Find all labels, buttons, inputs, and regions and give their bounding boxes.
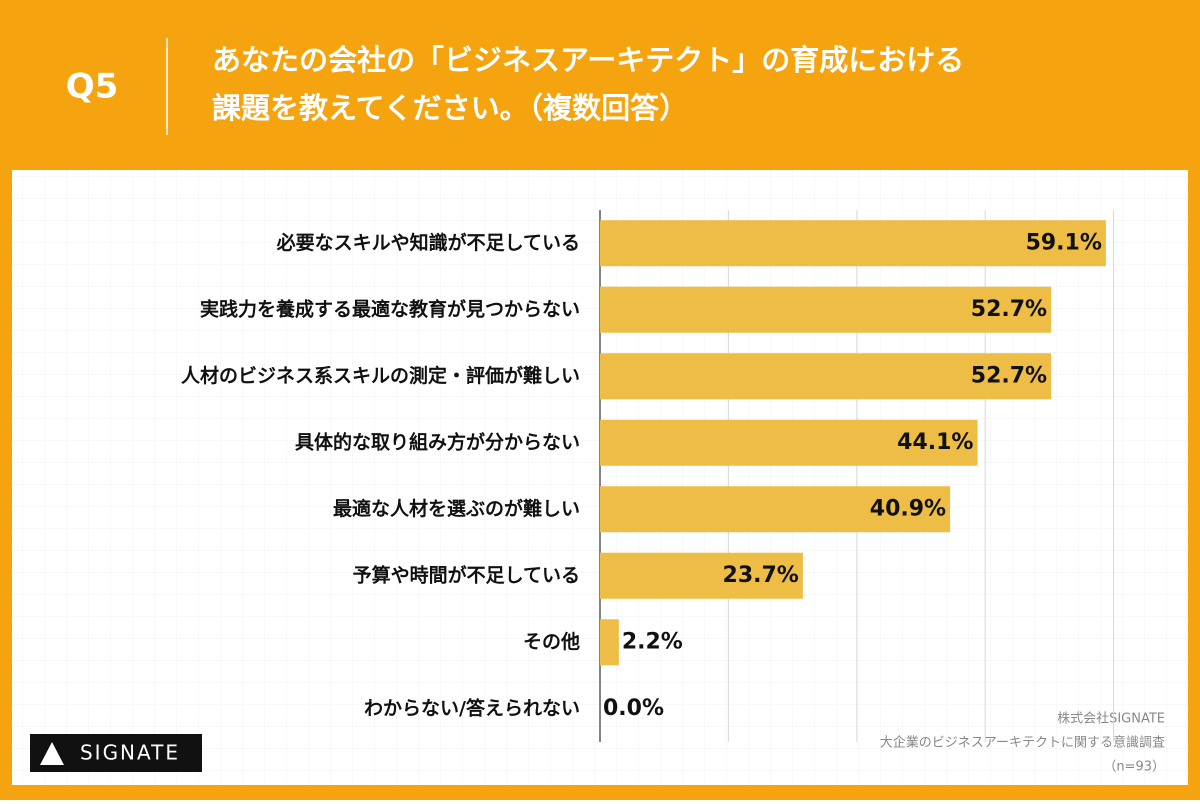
category-label: 具体的な取り組み方が分からない [295, 430, 580, 453]
title-line: 課題を教えてください。（複数回答） [212, 91, 688, 125]
value-label: 0.0% [603, 696, 664, 721]
question-label: Q5 [66, 67, 119, 107]
value-label: 52.7% [971, 297, 1047, 322]
source-line: 大企業のビジネスアーキテクトに関する意識調査 [880, 735, 1165, 751]
value-label: 44.1% [897, 430, 973, 455]
category-label: 実践力を養成する最適な教育が見つからない [200, 297, 580, 320]
title-line: あなたの会社の「ビジネスアーキテクト」の育成における [212, 43, 964, 77]
category-label: 人材のビジネス系スキルの測定・評価が難しい [181, 364, 580, 387]
category-label: 必要なスキルや知識が不足している [276, 231, 580, 254]
source-line: 株式会社SIGNATE [1057, 711, 1165, 727]
category-label: 予算や時間が不足している [353, 563, 580, 586]
value-label: 59.1% [1026, 230, 1102, 255]
category-label: 最適な人材を選ぶのが難しい [333, 497, 580, 520]
logo-text: SIGNATE [80, 741, 180, 765]
bar [600, 286, 1052, 333]
category-label: その他 [523, 630, 580, 653]
value-label: 40.9% [870, 496, 946, 521]
logo-icon [40, 742, 64, 765]
value-label: 52.7% [971, 363, 1047, 388]
bar [600, 486, 951, 533]
value-label: 23.7% [723, 563, 799, 588]
bar [600, 419, 978, 466]
bar [600, 619, 619, 666]
bar [600, 353, 1052, 400]
value-label: 2.2% [622, 629, 683, 654]
category-label: わからない/答えられない [364, 696, 580, 719]
logo-box [30, 734, 202, 772]
bar [600, 552, 803, 599]
bar [600, 220, 1106, 267]
source-line: （n=93） [1103, 760, 1165, 775]
